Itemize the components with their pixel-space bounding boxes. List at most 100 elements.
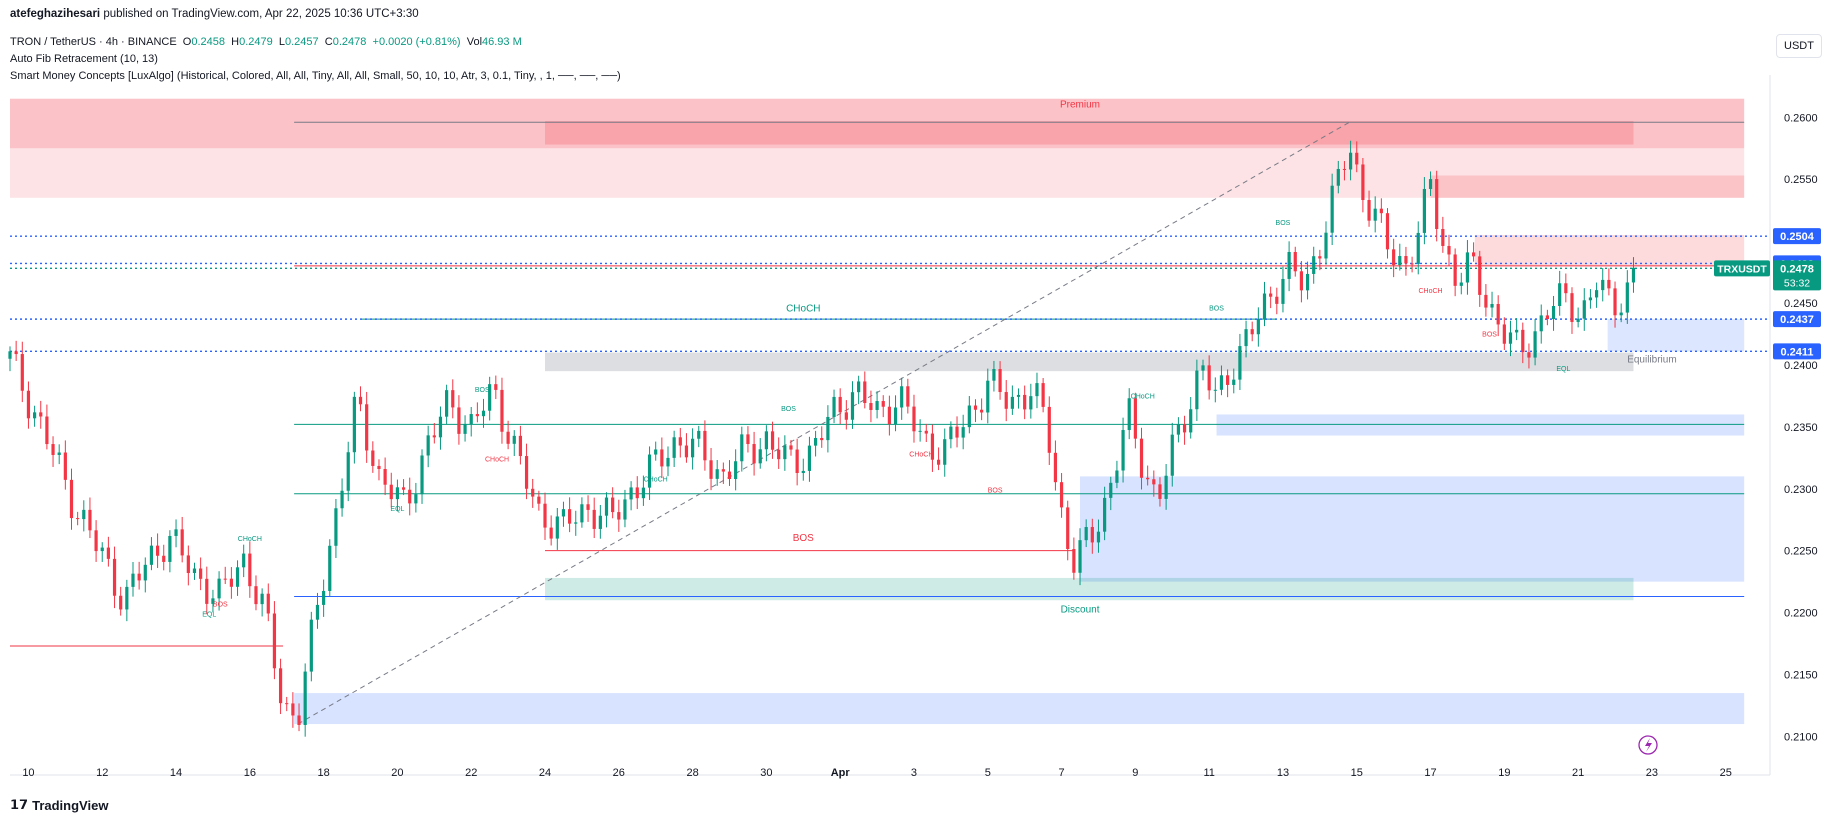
y-tick-label: 0.2400 xyxy=(1784,360,1818,372)
lightning-icon[interactable] xyxy=(1638,735,1658,755)
candle xyxy=(365,391,369,463)
candle xyxy=(1435,170,1439,242)
candle xyxy=(740,426,744,472)
candle xyxy=(574,510,578,536)
candle xyxy=(291,692,295,728)
last-price-bg xyxy=(1773,260,1821,291)
candle-body xyxy=(1195,370,1199,410)
candle-body xyxy=(955,426,959,438)
candle xyxy=(438,406,443,450)
candle-body xyxy=(248,553,252,587)
candle xyxy=(285,696,289,712)
candle-body xyxy=(1029,396,1033,410)
candle xyxy=(795,438,799,486)
symbol-legend[interactable]: TRON / TetherUS · 4h · BINANCE O0.2458 H… xyxy=(10,36,522,48)
candle xyxy=(617,499,621,532)
footer-brand[interactable]: 𝟭𝟳 TradingView xyxy=(10,797,108,813)
candle xyxy=(918,419,922,442)
candle xyxy=(709,447,713,491)
author-name[interactable]: atefeghazihesari xyxy=(10,8,101,20)
candle-body xyxy=(180,529,184,556)
time-axis[interactable]: 10 12 14 16 18 20 22 24 26 28 30 Apr 3 5 7 9 11 13 15 17 19 2… xyxy=(22,767,1732,779)
y-tick-label: 0.2550 xyxy=(1784,174,1818,186)
candle-body xyxy=(1570,293,1574,322)
candle xyxy=(1478,250,1482,307)
indicator-smc[interactable]: Smart Money Concepts [LuxAlgo] (Historic… xyxy=(10,70,621,82)
candle xyxy=(340,478,344,517)
last-price-label: TRXUSDT 0.2478 53:32 xyxy=(1714,260,1821,291)
candle-body xyxy=(918,430,922,432)
annotation-choch: CHoCH xyxy=(1418,288,1442,295)
candle xyxy=(580,497,584,528)
candle-body xyxy=(598,515,602,529)
candle xyxy=(949,421,953,449)
candle-body xyxy=(1336,168,1340,186)
candle xyxy=(1053,440,1058,491)
candle-body xyxy=(106,547,110,559)
candle xyxy=(801,458,805,481)
indicator-fib[interactable]: Auto Fib Retracement (10, 13) xyxy=(10,53,158,65)
candle xyxy=(1607,268,1611,296)
demand-mid xyxy=(1216,414,1745,436)
candle-body xyxy=(697,430,701,439)
candle-body xyxy=(660,449,664,467)
candle-body xyxy=(1508,332,1513,344)
candle xyxy=(63,440,67,490)
candle xyxy=(1084,519,1088,548)
candle xyxy=(260,588,264,617)
candle xyxy=(1558,270,1562,316)
candle xyxy=(746,426,750,453)
premium-zone xyxy=(10,98,1745,149)
candle xyxy=(401,479,406,496)
annotation-choch: CHoCH xyxy=(238,536,262,543)
candle xyxy=(242,544,246,578)
candle xyxy=(432,422,436,444)
candle-body xyxy=(100,547,104,552)
x-tick-label: 13 xyxy=(1277,767,1289,779)
annotation-eql: EQL xyxy=(1556,366,1570,373)
price-axis[interactable]: 0.2600 0.2550 0.2450 0.2400 0.2350 0.2300 0.22… xyxy=(1784,112,1818,743)
candle-body xyxy=(1158,484,1162,499)
ohlc-low: 0.2457 xyxy=(285,36,319,48)
candle xyxy=(1072,537,1076,580)
candle-body xyxy=(906,386,910,407)
candle xyxy=(297,703,301,732)
candle-body xyxy=(8,351,12,359)
candle-body xyxy=(1176,424,1181,435)
candle xyxy=(764,425,768,462)
candle xyxy=(900,377,904,420)
candle-body xyxy=(1379,208,1383,214)
candle-body xyxy=(666,457,670,467)
candle xyxy=(1324,221,1328,265)
candle-body xyxy=(1551,306,1556,320)
candle xyxy=(703,420,707,471)
price-labels: 0.25040.24820.24370.2411TRXUSDT0.247853:… xyxy=(1714,228,1821,360)
candle-body xyxy=(647,454,652,488)
candle xyxy=(254,575,258,611)
candle-body xyxy=(629,487,633,500)
candle-body xyxy=(617,512,621,520)
symbol-title[interactable]: TRON / TetherUS · 4h · BINANCE xyxy=(10,36,177,48)
currency-button[interactable]: USDT xyxy=(1776,34,1822,58)
volume-value: 46.93 M xyxy=(482,36,522,48)
candle xyxy=(1109,476,1113,511)
price-chart[interactable]: Premium CHoCH BOS Discount Equilibrium CHoCH B… xyxy=(0,0,1835,790)
candle-body xyxy=(199,568,203,579)
candle xyxy=(1269,286,1273,309)
candle-body xyxy=(967,405,971,428)
candle-body xyxy=(764,431,768,450)
candle xyxy=(838,388,842,425)
candle-body xyxy=(395,487,400,500)
candle-body xyxy=(807,445,812,471)
candle-body xyxy=(518,435,523,457)
candle xyxy=(1373,196,1377,233)
candle xyxy=(1244,320,1248,358)
candle-body xyxy=(235,567,240,587)
candle-body xyxy=(777,449,781,460)
candle xyxy=(820,426,824,448)
candle-body xyxy=(1447,245,1451,255)
candle-body xyxy=(1349,152,1353,170)
candle-body xyxy=(445,390,449,417)
candle-body xyxy=(1367,200,1371,221)
candle-body xyxy=(998,369,1002,393)
